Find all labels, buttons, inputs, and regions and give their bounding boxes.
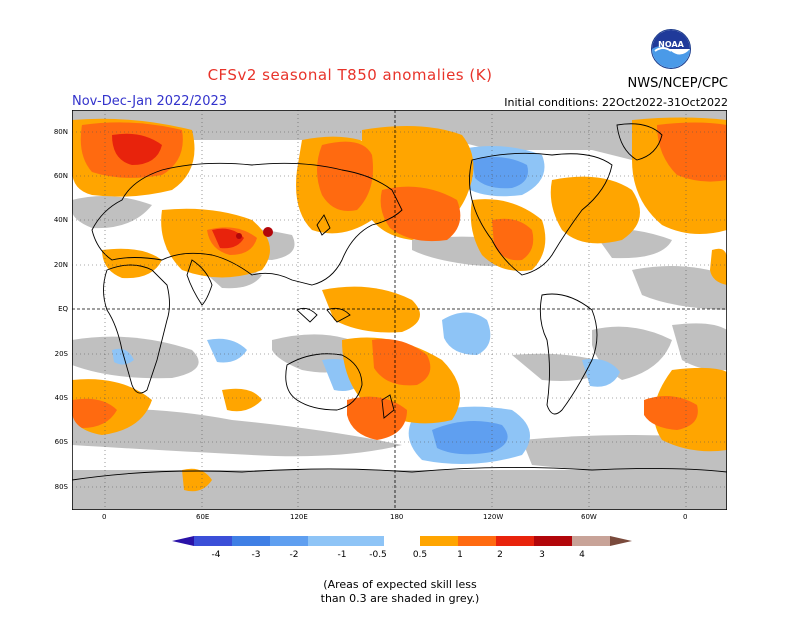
lon-label: 120W <box>483 513 504 521</box>
legend-label: 1 <box>457 550 463 560</box>
skill-note: (Areas of expected skill less than 0.3 a… <box>300 578 500 606</box>
legend-label: -4 <box>212 550 221 560</box>
legend-swatch <box>384 536 420 546</box>
legend-label: -1 <box>338 550 347 560</box>
legend-label: -2 <box>290 550 299 560</box>
legend-swatch <box>458 536 496 546</box>
lat-label: EQ <box>58 305 68 313</box>
legend-swatch <box>534 536 572 546</box>
lat-label: 80S <box>54 483 68 491</box>
positive-anomaly-medium <box>72 122 727 440</box>
positive-anomaly-strong <box>112 133 244 249</box>
lat-label: 60N <box>53 172 68 180</box>
legend-arrow-high <box>610 536 632 546</box>
lon-label-row: 0 60E 120E 180 120W 60W 0 <box>72 513 727 525</box>
lon-label: 120E <box>290 513 308 521</box>
skill-note-line: than 0.3 are shaded in grey.) <box>320 592 480 605</box>
equator-dateline <box>72 110 727 510</box>
legend-label: -0.5 <box>369 550 387 560</box>
lat-label-column: 80N 60N 40N 20N EQ 20S 40S 60S 80S <box>50 110 70 510</box>
negative-anomaly-medium <box>432 156 528 455</box>
noaa-logo-icon: NOAA <box>651 29 691 69</box>
lat-label: 20S <box>54 350 68 358</box>
legend-label: 4 <box>579 550 585 560</box>
lat-label: 60S <box>54 438 68 446</box>
initial-conditions: Initial conditions: 22Oct2022-31Oct2022 <box>504 96 728 109</box>
legend-label: 2 <box>497 550 503 560</box>
legend-swatch <box>232 536 270 546</box>
legend-swatch <box>346 536 384 546</box>
lon-label: 0 <box>683 513 688 521</box>
legend-arrow-low <box>172 536 194 546</box>
noaa-logo-text: NOAA <box>658 40 684 49</box>
lat-label: 40N <box>53 216 68 224</box>
legend-label: 0.5 <box>413 550 427 560</box>
agency-label: NWS/NCEP/CPC <box>627 76 728 91</box>
lon-label: 60E <box>196 513 210 521</box>
lat-label: 40S <box>54 394 68 402</box>
legend-swatch <box>496 536 534 546</box>
lon-label: 60W <box>581 513 597 521</box>
legend-swatch <box>572 536 610 546</box>
color-legend: -4 -3 -2 -1 -0.5 0.5 1 2 3 4 <box>172 536 632 560</box>
lat-lon-grid <box>72 110 727 510</box>
map-title: CFSv2 seasonal T850 anomalies (K) <box>207 66 493 84</box>
legend-swatch <box>308 536 346 546</box>
lat-label: 20N <box>53 261 68 269</box>
coastlines <box>72 123 727 481</box>
positive-anomaly-extreme <box>236 227 273 239</box>
forecast-period: Nov-Dec-Jan 2022/2023 <box>72 94 228 109</box>
anomaly-map <box>72 110 727 510</box>
skill-note-line: (Areas of expected skill less <box>323 578 477 591</box>
legend-swatch <box>420 536 458 546</box>
legend-swatch <box>270 536 308 546</box>
legend-label: -3 <box>252 550 261 560</box>
lon-label: 0 <box>102 513 107 521</box>
lon-label: 180 <box>390 513 404 521</box>
legend-label: 3 <box>539 550 545 560</box>
lat-label: 80N <box>53 128 68 136</box>
legend-swatch <box>194 536 232 546</box>
